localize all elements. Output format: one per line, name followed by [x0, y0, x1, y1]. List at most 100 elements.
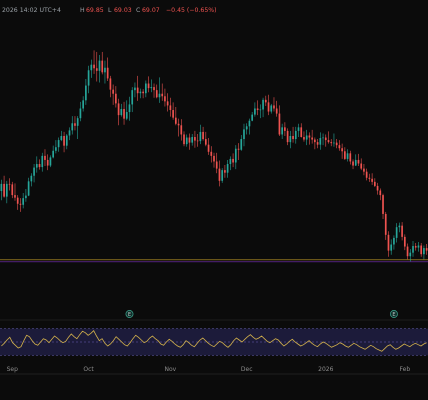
candle	[87, 65, 90, 94]
candle	[38, 159, 41, 170]
candle-body	[297, 127, 300, 131]
candle	[262, 97, 264, 118]
candle	[14, 183, 16, 201]
candle	[161, 83, 164, 101]
candle-body	[52, 150, 55, 158]
candle-body	[390, 244, 393, 251]
candle	[281, 123, 283, 140]
candle	[213, 152, 215, 168]
candle	[319, 132, 322, 150]
candle	[71, 116, 74, 135]
candle-body	[166, 101, 169, 106]
candle	[308, 132, 311, 145]
candle	[254, 102, 256, 117]
candle	[93, 50, 95, 74]
candle	[234, 145, 237, 170]
candle	[275, 100, 278, 117]
candle-body	[292, 136, 294, 140]
candle	[412, 240, 414, 257]
candle	[164, 88, 166, 107]
candle	[60, 130, 63, 142]
candle-body	[142, 91, 144, 94]
candle	[409, 249, 412, 262]
candle-body	[169, 105, 172, 111]
earnings-badge-circle[interactable]	[389, 310, 398, 318]
candle-body	[117, 103, 120, 116]
candle-body	[11, 184, 14, 196]
candle-body	[79, 108, 82, 119]
candle-body	[196, 140, 199, 142]
candle	[74, 116, 76, 131]
candle	[106, 57, 109, 81]
candle	[406, 243, 409, 260]
candle	[199, 124, 202, 145]
legend-change: −0.45 (−0.65%)	[166, 7, 217, 14]
candle	[344, 147, 346, 160]
candle-body	[101, 60, 104, 73]
candle	[267, 94, 270, 116]
candle	[398, 222, 401, 233]
candle-body	[365, 171, 368, 178]
candle-body	[120, 109, 123, 116]
candle	[90, 59, 93, 78]
time-axis-tick-label: Oct	[83, 366, 94, 373]
candle-body	[93, 64, 95, 69]
candle	[327, 131, 330, 144]
earnings-badge[interactable]: E	[389, 310, 398, 318]
candle-body	[158, 93, 161, 98]
candle-body	[180, 125, 183, 135]
candle-body	[218, 168, 221, 181]
candle-body	[90, 64, 93, 71]
candle	[232, 153, 234, 168]
candle-body	[398, 225, 401, 228]
candle-body	[305, 135, 308, 140]
candle	[82, 96, 84, 112]
candle	[425, 244, 428, 255]
candle-body	[319, 138, 322, 145]
candle	[338, 140, 341, 151]
candle	[251, 112, 254, 122]
candle-body	[150, 87, 153, 89]
reference-levels	[0, 259, 428, 263]
candle	[158, 77, 161, 103]
candle-body	[44, 155, 46, 160]
candle-body	[134, 87, 136, 91]
candle-body	[199, 131, 202, 142]
candle	[363, 164, 365, 176]
candle	[395, 223, 398, 243]
earnings-badge[interactable]: E	[125, 310, 134, 318]
candle-body	[346, 153, 349, 159]
candle-body	[63, 136, 65, 146]
candle	[27, 177, 30, 197]
legend-low-value: 69.03	[114, 7, 132, 14]
candle-body	[136, 87, 139, 94]
candle	[365, 168, 368, 181]
candle-body	[164, 96, 166, 102]
candle	[289, 130, 292, 149]
candle	[390, 239, 393, 255]
earnings-badge-circle[interactable]	[125, 310, 134, 318]
candle	[76, 116, 79, 140]
candle	[169, 97, 172, 117]
candle	[256, 100, 259, 116]
candle	[382, 193, 384, 220]
candle-body	[273, 105, 275, 109]
candle-body	[71, 123, 74, 131]
candle	[30, 173, 33, 187]
candle-body	[300, 127, 303, 138]
candle-body	[284, 127, 286, 131]
candle-body	[155, 90, 158, 98]
candle-body	[215, 161, 218, 169]
candle-body	[128, 104, 131, 113]
candle	[134, 82, 136, 98]
candle-body	[194, 137, 196, 141]
candle-body	[406, 246, 409, 257]
candle-body	[303, 137, 305, 140]
candle-body	[412, 246, 414, 253]
legend-datetime: 2026 14:02 UTC+4	[2, 7, 61, 14]
candle	[128, 96, 131, 121]
candle-body	[382, 195, 384, 214]
candle	[371, 173, 373, 185]
